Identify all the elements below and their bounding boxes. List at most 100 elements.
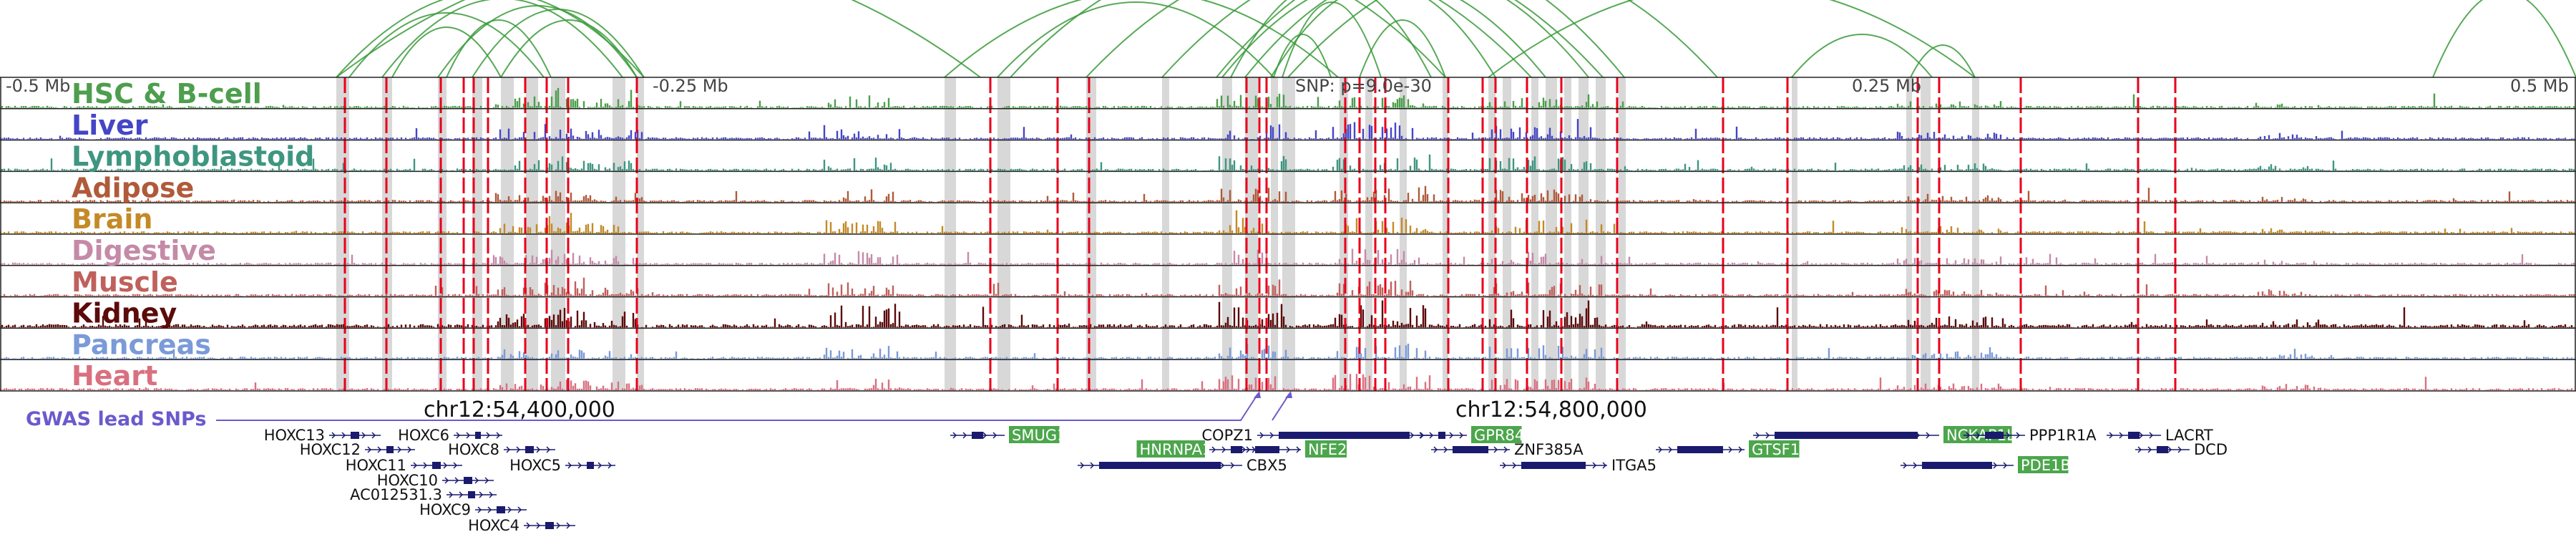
gene-label: HOXC11	[346, 457, 406, 474]
gene-label: LACRT	[2165, 427, 2213, 444]
gene-highlight-box	[1749, 440, 1800, 458]
coordinate-label-right: chr12:54,800,000	[1455, 397, 1647, 422]
loop-arc	[1244, 0, 1589, 78]
gene-highlight-box	[1305, 440, 1347, 458]
signal-tracks	[0, 87, 2575, 390]
track-label: Digestive	[72, 235, 216, 266]
signal-liver	[0, 119, 2575, 140]
loop-arc	[336, 0, 645, 78]
signal-digestive	[0, 248, 2575, 265]
signal-muscle	[0, 277, 2575, 296]
loop-arc	[472, 9, 645, 78]
gene-exon	[1521, 462, 1586, 469]
track-label: HSC & B-cell	[72, 78, 262, 110]
loop-arc	[348, 12, 545, 78]
gwas-snp-marker	[1285, 391, 1292, 398]
gene-ac012531-3: AC012531.3	[350, 486, 497, 503]
gene-hoxc4: HOXC4	[468, 517, 575, 534]
track-label: Brain	[72, 203, 152, 235]
coordinate-label-left: chr12:54,400,000	[424, 397, 615, 422]
gene-label: HOXC12	[300, 441, 361, 458]
gene-hoxc6: HOXC6	[398, 427, 502, 444]
gwas-snp-connectors	[216, 391, 1292, 421]
gene-dcd: DCD	[2135, 441, 2228, 458]
axis-left-label: -0.5 Mb	[6, 76, 70, 96]
gene-label: COPZ1	[1201, 427, 1253, 444]
loop-arc	[2432, 0, 2576, 78]
gene-label: ZNF385A	[1514, 441, 1584, 458]
loop-arc	[446, 19, 552, 78]
gene-exon	[468, 491, 475, 498]
gene-label: DCD	[2194, 441, 2228, 458]
track-label: Adipose	[72, 172, 194, 203]
axis-right-label: 0.5 Mb	[2510, 76, 2569, 96]
gene-label: HOXC5	[509, 457, 561, 474]
gene-highlight-box	[1136, 440, 1205, 458]
gene-copz1: COPZ1	[1201, 427, 1431, 444]
gene-label: GTSF1	[1752, 441, 1800, 458]
loop-arc	[1230, 0, 1432, 78]
gene-label: HOXC4	[468, 517, 519, 534]
track-label: Liver	[72, 110, 148, 141]
gene-exon	[1255, 446, 1279, 453]
gene-label: HOXC13	[264, 427, 325, 444]
loop-arc	[1359, 19, 1446, 78]
gene-cbx5: CBX5	[1078, 457, 1287, 474]
gene-exon	[1775, 432, 1918, 439]
gene-label: PDE1B	[2021, 457, 2071, 474]
gene-label: HOXC8	[448, 441, 499, 458]
gene-exon	[972, 432, 983, 439]
loop-arc	[1161, 0, 1604, 78]
gene-hoxc9: HOXC9	[419, 501, 527, 518]
gene-highlight-box	[2018, 456, 2069, 473]
axis-mid-right-label: 0.25 Mb	[1852, 76, 1921, 96]
gene-hnrnpa1: HNRNPA1	[1136, 440, 1264, 458]
gene-exon	[587, 462, 594, 469]
gene-hoxc10: HOXC10	[377, 472, 494, 489]
red-marker-lines	[343, 77, 2177, 391]
gene-label: CBX5	[1246, 457, 1287, 474]
gene-exon	[386, 446, 394, 453]
loop-arc	[1273, 34, 1332, 78]
track-borders	[0, 77, 2576, 392]
signal-lymphoblastoid	[0, 154, 2575, 171]
gene-exon	[2157, 446, 2168, 453]
gene-hoxc11: HOXC11	[346, 457, 462, 474]
loop-arc	[1221, 0, 1546, 78]
gene-label: AC012531.3	[350, 486, 442, 503]
gwas-lead-snps-label: GWAS lead SNPs	[26, 408, 206, 430]
track-label: Heart	[72, 360, 157, 392]
gene-exon	[1453, 446, 1488, 453]
gene-exon	[525, 446, 534, 453]
gene-exon	[1279, 432, 1410, 439]
loop-arc	[1085, 0, 1532, 78]
gene-label: ITGA5	[1611, 457, 1657, 474]
gene-label: GPR84	[1474, 427, 1524, 444]
gene-label: HNRNPA1	[1140, 441, 1212, 458]
loop-arc	[391, 26, 502, 78]
gene-exon	[1922, 462, 1992, 469]
gene-exon	[351, 432, 359, 439]
signal-adipose	[0, 185, 2575, 203]
gene-exon	[1438, 432, 1445, 439]
gene-znf385a: ZNF385A	[1431, 441, 1584, 458]
snp-pvalue-label: SNP: p=9.0e-30	[1295, 76, 1432, 96]
gene-hoxc12: HOXC12	[300, 441, 415, 458]
loop-arc	[500, 19, 638, 78]
gene-label: NFE2	[1308, 441, 1347, 458]
track-labels: HSC & B-cellLiverLymphoblastoidAdiposeBr…	[72, 78, 314, 392]
track-label: Muscle	[72, 266, 178, 298]
signal-heart	[0, 374, 2575, 390]
signal-brain	[0, 210, 2575, 233]
gene-exon	[545, 522, 554, 529]
gene-exon	[475, 432, 481, 439]
loop-arc	[1910, 44, 1976, 78]
gene-exon	[2128, 432, 2140, 439]
loop-arc	[1010, 0, 1446, 78]
track-label: Pancreas	[72, 329, 211, 360]
gene-hoxc5: HOXC5	[509, 457, 615, 474]
gene-exon	[464, 477, 472, 484]
gene-exon	[497, 506, 505, 513]
gene-label: PPP1R1A	[2029, 427, 2097, 444]
